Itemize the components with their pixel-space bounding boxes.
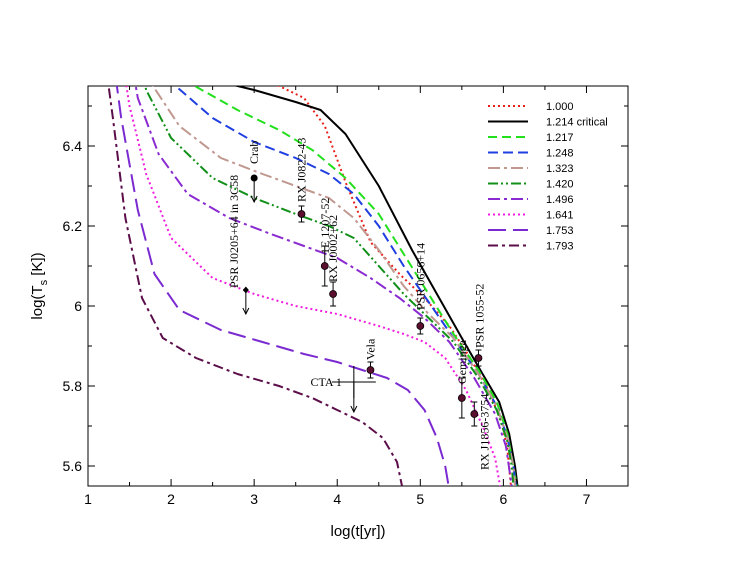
y-axis-label-end: [K]) <box>29 252 46 280</box>
y-axis-label-main: log(T <box>29 285 46 319</box>
object-label: Vela <box>363 338 377 360</box>
object-label: PSR 1055-52 <box>472 284 486 348</box>
series-line-2 <box>192 86 518 486</box>
observation-point <box>297 210 306 218</box>
series-line-4 <box>151 86 516 486</box>
legend-label: 1.496 <box>546 194 574 206</box>
legend-label: 1.248 <box>546 148 574 160</box>
object-label: Geminga <box>455 339 469 384</box>
observation-point <box>416 322 425 330</box>
series-line-6 <box>134 86 513 486</box>
y-tick-label: 6.4 <box>63 138 83 154</box>
object-label: RX J0822-43 <box>295 138 309 202</box>
legend-label: 1.217 <box>546 132 574 144</box>
object-label: RX J1856-3754 <box>477 394 491 470</box>
legend-label: 1.641 <box>546 210 574 222</box>
legend-label: 1.323 <box>546 163 574 175</box>
y-tick-label: 5.6 <box>63 458 83 474</box>
observation-point <box>242 286 249 294</box>
y-tick-label: 6 <box>74 298 82 314</box>
observation-point <box>320 262 329 270</box>
object-label: RX J0002+62 <box>326 215 340 282</box>
legend-label: 1.420 <box>546 179 574 191</box>
observation-point <box>474 354 483 362</box>
x-tick-label: 4 <box>333 491 341 507</box>
upper-limit-arrowhead <box>242 307 250 316</box>
x-tick-label: 5 <box>416 491 424 507</box>
object-label: Crab <box>247 141 261 164</box>
y-axis-label: log(Ts [K]) <box>29 252 50 319</box>
axis-ticks: 1 2 3 4 5 6 7 5.6 5.8 6 6.2 6.4 <box>63 86 628 507</box>
series-line-9 <box>107 86 403 486</box>
x-tick-label: 2 <box>167 491 175 507</box>
x-tick-label: 3 <box>250 491 258 507</box>
series-line-8 <box>115 86 450 486</box>
x-tick-label: 6 <box>499 491 507 507</box>
observation-point <box>366 366 375 374</box>
observation-point <box>457 394 466 402</box>
legend-label: 1.793 <box>546 241 574 253</box>
y-axis-label-sub: s <box>38 279 50 285</box>
series-line-0 <box>276 86 512 486</box>
legend-label: 1.753 <box>546 225 574 237</box>
curves-group <box>107 86 519 486</box>
series-line-7 <box>125 86 502 486</box>
legend-label: 1.000 <box>546 101 574 113</box>
object-label: PSR 0656+14 <box>413 243 427 310</box>
x-axis-label: log(t[yr]) <box>330 523 385 540</box>
legend-label: 1.214 critical <box>546 117 608 129</box>
object-label: 1E 1207-52 <box>318 198 332 254</box>
x-tick-label: 1 <box>84 491 92 507</box>
upper-limit-arrowhead <box>250 195 258 204</box>
y-tick-label: 5.8 <box>63 378 83 394</box>
object-label: CTA 1 <box>310 375 341 389</box>
series-line-3 <box>174 86 517 486</box>
y-tick-label: 6.2 <box>63 218 83 234</box>
observation-point <box>470 410 479 418</box>
observation-point <box>329 290 337 298</box>
x-tick-label: 7 <box>583 491 591 507</box>
series-line-1 <box>233 86 519 486</box>
plot-frame <box>87 85 629 487</box>
series-line-5 <box>144 86 515 486</box>
upper-limit-arrowhead <box>350 405 358 414</box>
observation-point <box>250 174 258 182</box>
object-label: PSR J0205+64 in 3C58 <box>227 175 241 288</box>
legend: 1.000 1.214 critical 1.217 1.248 1.323 1.420 1… <box>488 101 608 253</box>
